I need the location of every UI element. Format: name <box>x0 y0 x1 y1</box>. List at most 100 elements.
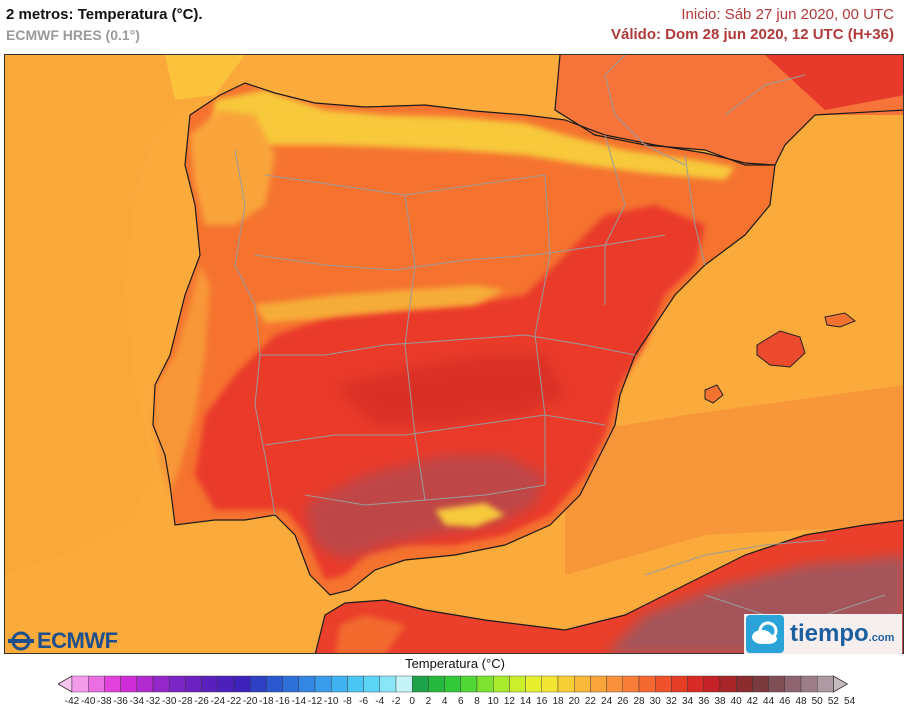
galicia-cool-zone <box>190 110 275 225</box>
legend-color-cell <box>752 675 769 693</box>
map-canvas <box>5 55 903 653</box>
legend-color-cell <box>541 675 559 693</box>
legend-color-cell <box>509 675 526 693</box>
legend-tick-label: 54 <box>844 696 856 707</box>
legend-tick-label: 10 <box>487 696 499 707</box>
legend-color-cell <box>428 675 445 693</box>
legend-tick-label: 28 <box>633 696 645 707</box>
tiempo-logo-text: tiempo <box>790 620 869 647</box>
legend-tick-label: 30 <box>649 696 661 707</box>
legend-tick-label: 4 <box>441 696 448 707</box>
legend-tick-label: 24 <box>601 696 613 707</box>
legend-color-cell <box>687 675 704 693</box>
legend-color-cell <box>379 675 397 693</box>
legend-color-cell <box>525 675 543 693</box>
chart-title: 2 metros: Temperatura (°C). <box>6 6 203 23</box>
temperature-map[interactable] <box>4 54 904 654</box>
legend-color-cell <box>800 675 818 693</box>
legend-color-cell <box>444 675 462 693</box>
menorca-island <box>824 312 856 328</box>
init-time: Inicio: Sáb 27 jun 2020, 00 UTC <box>681 6 894 23</box>
legend-tick-label: -20 <box>242 696 258 707</box>
ecmwf-logo: ECMWF <box>8 628 118 654</box>
legend-color-cell <box>703 675 721 693</box>
legend-tick-label: 42 <box>746 696 758 707</box>
mallorca-island <box>756 330 806 368</box>
legend-color-cell <box>347 675 364 693</box>
legend-tick-label: 38 <box>714 696 726 707</box>
legend-tick-label: 46 <box>779 696 791 707</box>
legend-tick-label: -2 <box>391 696 401 707</box>
legend-color-cell <box>88 675 105 693</box>
atlantic-sea <box>5 55 245 575</box>
legend-color-cell <box>185 675 202 693</box>
legend-tick-label: -12 <box>307 696 323 707</box>
legend-color-cell <box>557 675 575 693</box>
legend-tick-label: 40 <box>730 696 742 707</box>
cantabrian-cool-strip <box>210 90 735 180</box>
legend-color-cell <box>363 675 381 693</box>
legend-color-cell <box>298 675 316 693</box>
central-system-cool-strip <box>255 285 505 323</box>
legend-tick-label: 0 <box>409 696 415 707</box>
france-coastline <box>554 55 903 166</box>
legend-tick-label: 6 <box>458 696 464 707</box>
legend-color-cell <box>736 675 753 693</box>
legend-tick-label: -30 <box>161 696 177 707</box>
legend-tick-label: 12 <box>503 696 515 707</box>
legend-tick-label: 22 <box>584 696 596 707</box>
legend-color-cell <box>120 675 137 693</box>
ecmwf-symbol-icon <box>8 631 34 651</box>
legend-tick-label: 32 <box>665 696 677 707</box>
legend-tick-label: -36 <box>113 696 128 707</box>
legend-max-arrow <box>833 675 849 693</box>
legend-color-cell <box>460 675 478 693</box>
valid-time: Válido: Dom 28 jun 2020, 12 UTC (H+36) <box>610 26 894 43</box>
portugal-coast-zone <box>153 265 210 495</box>
tiempo-logo-domain: .com <box>868 632 895 644</box>
legend-tick-label: 14 <box>520 696 532 707</box>
legend-scale <box>57 675 849 693</box>
sierra-nevada-cool-spot <box>435 503 505 527</box>
legend-color-cell <box>638 675 656 693</box>
legend-tick-label: -42 <box>64 696 80 707</box>
legend-tick-label: -38 <box>97 696 112 707</box>
legend-color-cell <box>314 675 332 693</box>
legend-color-cell <box>71 675 89 693</box>
legend-color-cell <box>493 675 510 693</box>
legend-tick-label: -40 <box>80 696 96 707</box>
legend-tick-label: -18 <box>259 696 274 707</box>
france-hot-zone <box>765 55 903 110</box>
legend-tick-labels: -42 -40 -38 -36 -34 -32 -30 -28 -26 -24 -22 -20 -18-… <box>0 696 910 710</box>
legend-color-cell <box>622 675 640 693</box>
africa-coastline <box>314 519 903 653</box>
legend-color-cell <box>476 675 494 693</box>
legend-color-cell <box>201 675 219 693</box>
mediterranean-sea <box>565 385 903 575</box>
legend-tick-label: -6 <box>359 696 369 707</box>
ecmwf-logo-text: ECMWF <box>37 628 118 653</box>
tiempo-cloud-icon <box>746 615 784 653</box>
header-left: 2 metros: Temperatura (°C). ECMWF HRES (… <box>6 6 203 43</box>
legend-color-cell <box>412 675 429 693</box>
legend-color-cell <box>249 675 267 693</box>
hottest-zone-south <box>305 455 545 560</box>
legend-tick-label: 16 <box>536 696 548 707</box>
legend-tick-label: 26 <box>617 696 629 707</box>
legend-color-cell <box>671 675 688 693</box>
hottest-zone-central <box>335 355 565 425</box>
legend-color-cell <box>233 675 251 693</box>
legend-tick-label: -8 <box>342 696 352 707</box>
model-label: ECMWF HRES (0.1°) <box>6 27 140 43</box>
legend-color-cell <box>152 675 170 693</box>
legend-tick-label: -14 <box>291 696 307 707</box>
legend-color-cell <box>282 675 300 693</box>
africa-coast-orange <box>335 615 405 653</box>
legend-color-cell <box>266 675 283 693</box>
legend-color-cell <box>590 675 607 693</box>
legend-tick-label: 20 <box>568 696 580 707</box>
legend-tick-label: 52 <box>827 696 839 707</box>
legend-tick-label: -26 <box>194 696 209 707</box>
legend-tick-label: -16 <box>275 696 290 707</box>
legend-color-cell <box>606 675 623 693</box>
